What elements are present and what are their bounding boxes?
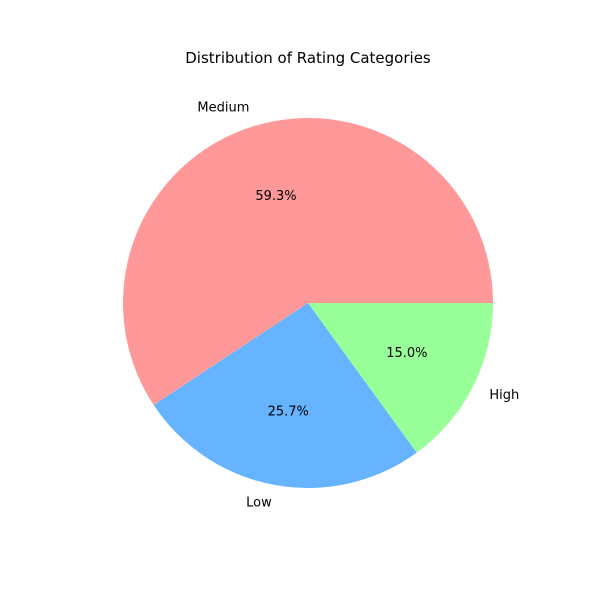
slice-percent-high: 15.0% [386, 346, 427, 361]
pie-slices [123, 118, 494, 488]
pie-slice-high [308, 303, 493, 453]
slice-label-medium: Medium [197, 101, 249, 116]
pie-slice-medium [123, 118, 494, 406]
pie-labels: Medium 59.3% Low 25.7% High 15.0% [197, 101, 519, 511]
slice-label-low: Low [246, 496, 272, 511]
chart-title: Distribution of Rating Categories [185, 49, 431, 67]
slice-label-high: High [489, 388, 519, 403]
slice-percent-low: 25.7% [268, 405, 309, 420]
pie-slice-low [153, 303, 417, 488]
slice-percent-medium: 59.3% [255, 189, 296, 204]
